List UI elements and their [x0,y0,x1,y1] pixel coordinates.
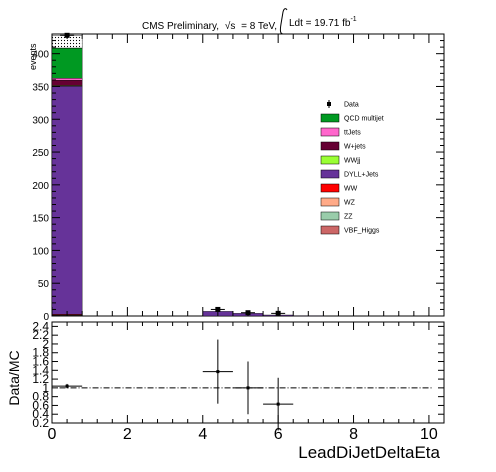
ratio-x-tick-label: 6 [274,426,283,443]
data-point [245,310,251,316]
y-tick-label: 100 [32,246,49,257]
ratio-x-tick-label: 4 [198,426,207,443]
legend-swatch [320,141,340,151]
ratio-x-axis-label: LeadDiJetDeltaEta [298,443,440,462]
lumi-label: Ldt = 19.71 fb-1 [289,16,357,29]
ratio-point [216,370,220,374]
legend-swatch [320,127,340,137]
ratio-y-tick-label: 1.6 [32,355,49,369]
main-y-axis: 0 50 100 150 200 250 300 350 400 [32,40,444,323]
y-tick-label: 150 [32,214,49,225]
legend-swatch [320,211,340,221]
main-data-points [60,32,286,316]
ratio-y-tick-label: 0.2 [32,416,49,430]
ratio-x-axis: 0 2 4 6 8 10 [48,322,445,443]
y-tick-label: 200 [32,181,49,192]
ratio-y-tick-label: 0.6 [32,398,49,412]
ratio-point [246,386,250,390]
legend-label: QCD multijet [344,116,384,123]
integral-sign [279,8,288,35]
legend-marker [327,102,331,106]
legend-label: Data [344,102,359,109]
ratio-point [65,384,69,388]
ratio-y-axis: 0.20.40.60.811.21.41.61.822.22.4 [32,319,444,430]
y-tick-label: 400 [32,50,49,61]
bar-segment [51,47,83,79]
ratio-y-tick-label: 1.4 [32,363,49,377]
chart-title: CMS Preliminary, √s = 8 TeV, [142,20,277,32]
y-tick-label: 0 [43,312,49,323]
ratio-y-tick-label: 2.2 [32,328,49,342]
legend-label: WZ [344,200,356,207]
main-x-axis [51,34,445,316]
main-y-axis-label: events [28,43,38,70]
bar-segment [51,85,83,315]
y-tick-label: 300 [32,115,49,126]
sqrt-symbol: √ [225,20,231,32]
legend-label: WW [344,186,358,193]
main-histogram [51,35,324,317]
legend-swatch [320,225,340,235]
legend-label: ttJets [344,130,361,137]
ratio-y-tick-label: 2 [42,337,49,351]
data-point [215,306,221,312]
ratio-y-tick-label: 0.8 [32,390,49,404]
data-point [275,310,281,316]
ratio-y-tick-label: 1 [42,381,49,395]
legend-swatch [320,113,340,123]
legend-swatch [320,183,340,193]
legend-swatch [320,155,340,165]
ratio-x-tick-label: 0 [48,426,57,443]
ratio-y-tick-label: 1.2 [32,372,49,386]
ratio-y-tick-label: 2.4 [32,319,49,333]
ratio-y-axis-label: Data/MC [6,350,22,405]
legend-label: VBF_Higgs [344,228,380,235]
legend: Data QCD multijet ttJets W+jets WWjj DYLL+Jet… [320,100,384,235]
y-tick-label: 50 [38,279,50,290]
legend-label: WWjj [344,158,361,165]
y-tick-label: 350 [32,82,49,93]
legend-label: DYLL+Jets [344,172,379,179]
ratio-y-tick-label: 1.8 [32,346,49,360]
legend-label: ZZ [344,214,353,221]
ratio-x-tick-label: 8 [349,426,358,443]
legend-swatch [320,169,340,179]
main-plot-frame [51,33,445,317]
y-tick-label: 250 [32,148,49,159]
ratio-x-tick-label: 2 [123,426,132,443]
legend-swatch [320,197,340,207]
data-point [64,32,70,38]
bar-segment [51,80,83,86]
legend-label: W+jets [344,144,366,151]
ratio-y-tick-label: 0.4 [32,407,49,421]
bar-segment [51,78,83,81]
ratio-point [276,402,280,406]
ratio-x-tick-label: 10 [420,426,438,443]
ratio-points [52,339,294,431]
